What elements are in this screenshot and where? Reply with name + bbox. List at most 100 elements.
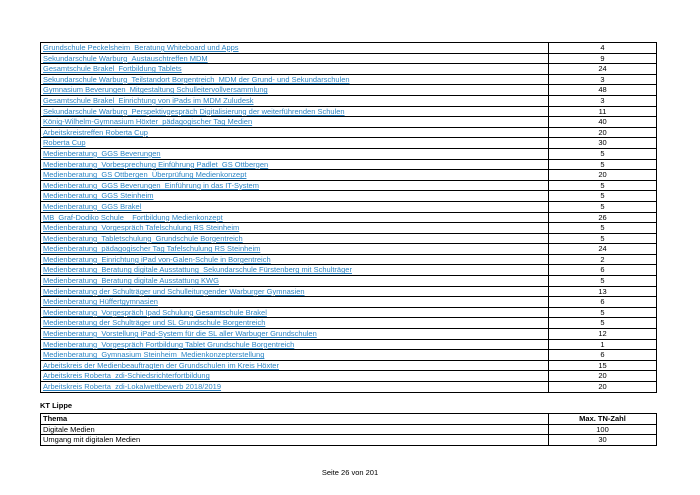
event-link[interactable]: Medienberatung Hüffertgymnasien — [43, 297, 158, 307]
table-row: Medienberatung der Schulträger und SL Gr… — [40, 317, 657, 330]
kt-lippe-table: Thema Max. TN-Zahl Digitale Medien 100 Umg… — [40, 413, 657, 446]
event-link[interactable]: Gymnasium Beverungen_Mitgestaltung Schul… — [43, 85, 268, 95]
table-row: Medienberatung_Vorgespräch Ipad Schulung… — [40, 306, 657, 319]
table-row: Medienberatung_Gymnasium Steinheim_Medie… — [40, 349, 657, 361]
table-row: Medienberatung_Beratung digitale Ausstat… — [40, 275, 657, 287]
event-title-cell: Medienberatung_GGS Brakel — [40, 200, 549, 213]
event-link[interactable]: Medienberatung_Vorstellung iPad-System f… — [43, 329, 317, 339]
participant-count-cell: 1 — [548, 338, 657, 351]
event-title-cell: Medienberatung_GGS Steinheim — [40, 190, 549, 202]
event-link[interactable]: Grundschule Peckelsheim_Beratung Whitebo… — [43, 43, 239, 52]
event-link[interactable]: Medienberatung_GGS Beverungen — [43, 148, 161, 158]
table-row: König-Wilhelm-Gymnasium Höxter_pädagogis… — [40, 116, 657, 128]
table-row: Umgang mit digitalen Medien 30 — [40, 434, 657, 446]
event-title-cell: Sekundarschule Warburg_Austauschtreffen … — [40, 52, 549, 65]
event-link[interactable]: Medienberatung_GS Ottbergen_Überprüfung … — [43, 170, 247, 180]
event-title-cell: Medienberatung Hüffertgymnasien — [40, 296, 549, 308]
participant-count-cell: 3 — [548, 73, 657, 86]
table-row: Medienberatung_Beratung digitale Ausstat… — [40, 264, 657, 277]
table-row: Sekundarschule Warburg_Teilstandort Borg… — [40, 73, 657, 86]
table-row: Gesamtschule Brakel_Fortbildung Tablets 2… — [40, 63, 657, 75]
event-title-cell: Medienberatung_GS Ottbergen_Überprüfung … — [40, 169, 549, 181]
participant-count-cell: 6 — [548, 296, 657, 308]
event-title-cell: Sekundarschule Warburg_Teilstandort Borg… — [40, 73, 549, 86]
event-link[interactable]: Medienberatung_Tabletschulung_Grundschul… — [43, 233, 243, 243]
event-link[interactable]: König-Wilhelm-Gymnasium Höxter_pädagogis… — [43, 117, 253, 127]
event-link[interactable]: Medienberatung_Beratung digitale Ausstat… — [43, 265, 352, 275]
table-row: Medienberatung_pädagogischer Tag Tafelsc… — [40, 243, 657, 255]
event-link[interactable]: Medienberatung_GGS Brakel — [43, 201, 142, 211]
event-link[interactable]: Gesamtschule Brakel_Einrichtung von iPad… — [43, 95, 254, 105]
participant-count-cell: 30 — [548, 137, 657, 149]
event-link[interactable]: Medienberatung_Einrichtung iPad von-Gale… — [43, 254, 271, 264]
participant-count-cell: 20 — [548, 126, 657, 139]
participant-count-cell: 20 — [548, 381, 657, 393]
table-row: Roberta Cup 30 — [40, 137, 657, 149]
event-link[interactable]: Medienberatung der Schulträger und Schul… — [43, 286, 305, 296]
event-title-cell: Medienberatung der Schulträger und Schul… — [40, 285, 549, 298]
participant-count-cell: 48 — [548, 84, 657, 96]
participant-count-cell: 20 — [548, 370, 657, 382]
event-link[interactable]: Medienberatung_Vorgespräch Tafelschulung… — [43, 223, 240, 233]
event-link[interactable]: Sekundarschule Warburg_Perspektivgespräc… — [43, 106, 345, 116]
column-header-max-tn-zahl: Max. TN-Zahl — [548, 413, 657, 425]
participant-count-cell: 5 — [548, 306, 657, 319]
table-row: Sekundarschule Warburg_Perspektivgespräc… — [40, 105, 657, 118]
event-title-cell: Gymnasium Beverungen_Mitgestaltung Schul… — [40, 84, 549, 96]
event-link[interactable]: Medienberatung_Vorgespräch Ipad Schulung… — [43, 307, 267, 317]
participant-count-cell: 5 — [548, 317, 657, 330]
event-link[interactable]: Medienberatung_Vorgespräch Fortbildung T… — [43, 339, 295, 349]
table-row: Medienberatung Hüffertgymnasien 6 — [40, 296, 657, 308]
event-title-cell: Arbeitskreis der Medienbeauftragten der … — [40, 359, 549, 372]
event-link[interactable]: Medienberatung_Beratung digitale Ausstat… — [43, 276, 219, 286]
participant-count-cell: 30 — [548, 434, 657, 446]
participant-count-cell: 12 — [548, 328, 657, 340]
table-row: Gesamtschule Brakel_Einrichtung von iPad… — [40, 94, 657, 107]
event-link[interactable]: Sekundarschule Warburg_Austauschtreffen … — [43, 53, 208, 63]
topic-cell: Digitale Medien — [40, 423, 549, 436]
table-row: Medienberatung_GGS Beverungen 5 — [40, 147, 657, 160]
participant-count-cell: 5 — [548, 275, 657, 287]
event-title-cell: Gesamtschule Brakel_Fortbildung Tablets — [40, 63, 549, 75]
event-title-cell: Medienberatung_Einrichtung iPad von-Gale… — [40, 253, 549, 266]
participant-count-cell: 5 — [548, 222, 657, 234]
participant-count-cell: 9 — [548, 52, 657, 65]
event-link[interactable]: Arbeitskreis Roberta_zdi-Schiedsrichterf… — [43, 371, 210, 381]
event-title-cell: Medienberatung_Vorgespräch Tafelschulung… — [40, 222, 549, 234]
event-link[interactable]: Arbeitskreis der Medienbeauftragten der … — [43, 360, 279, 370]
event-title-cell: MB_Graf-Dodiko Schule__Fortbildung Medie… — [40, 211, 549, 224]
participant-count-cell: 20 — [548, 169, 657, 181]
participant-count-cell: 6 — [548, 264, 657, 277]
event-link[interactable]: Medienberatung_Vorbesprechung Einführung… — [43, 159, 269, 169]
table-row: Sekundarschule Warburg_Austauschtreffen … — [40, 52, 657, 65]
event-link[interactable]: MB_Graf-Dodiko Schule__Fortbildung Medie… — [43, 212, 223, 222]
event-link[interactable]: Medienberatung_Gymnasium Steinheim_Medie… — [43, 350, 265, 360]
participant-count-cell: 5 — [548, 147, 657, 160]
event-link[interactable]: Medienberatung_GGS Steinheim — [43, 191, 154, 201]
event-link[interactable]: Medienberatung der Schulträger und SL Gr… — [43, 318, 266, 328]
table-row: Medienberatung_GGS Steinheim 5 — [40, 190, 657, 202]
participant-count-cell: 24 — [548, 243, 657, 255]
participant-count-cell: 3 — [548, 94, 657, 107]
participant-count-cell: 5 — [548, 232, 657, 245]
event-link[interactable]: Gesamtschule Brakel_Fortbildung Tablets — [43, 64, 182, 74]
event-title-cell: König-Wilhelm-Gymnasium Höxter_pädagogis… — [40, 116, 549, 128]
event-title-cell: Grundschule Peckelsheim_Beratung Whitebo… — [40, 42, 549, 54]
table-row: Medienberatung_GS Ottbergen_Überprüfung … — [40, 169, 657, 181]
event-link[interactable]: Sekundarschule Warburg_Teilstandort Borg… — [43, 74, 350, 84]
event-link[interactable]: Arbeitskreis Roberta_zdi-Lokalwettbewerb… — [43, 382, 222, 391]
event-title-cell: Gesamtschule Brakel_Einrichtung von iPad… — [40, 94, 549, 107]
column-header-thema: Thema — [40, 413, 549, 425]
participant-count-cell: 5 — [548, 179, 657, 192]
event-link[interactable]: Medienberatung_GGS Beverungen_Einführung… — [43, 180, 259, 190]
event-link[interactable]: Arbeitskreistreffen Roberta Cup — [43, 127, 148, 137]
event-link[interactable]: Roberta Cup — [43, 138, 86, 148]
table-row: Arbeitskreistreffen Roberta Cup 20 — [40, 126, 657, 139]
participant-count-cell: 11 — [548, 105, 657, 118]
event-title-cell: Medienberatung_Vorstellung iPad-System f… — [40, 328, 549, 340]
kt-lippe-heading: KT Lippe — [40, 401, 73, 410]
event-title-cell: Medienberatung_Vorgespräch Fortbildung T… — [40, 338, 549, 351]
event-link[interactable]: Medienberatung_pädagogischer Tag Tafelsc… — [43, 244, 261, 254]
event-title-cell: Medienberatung der Schulträger und SL Gr… — [40, 317, 549, 330]
topic-cell: Umgang mit digitalen Medien — [40, 434, 549, 446]
